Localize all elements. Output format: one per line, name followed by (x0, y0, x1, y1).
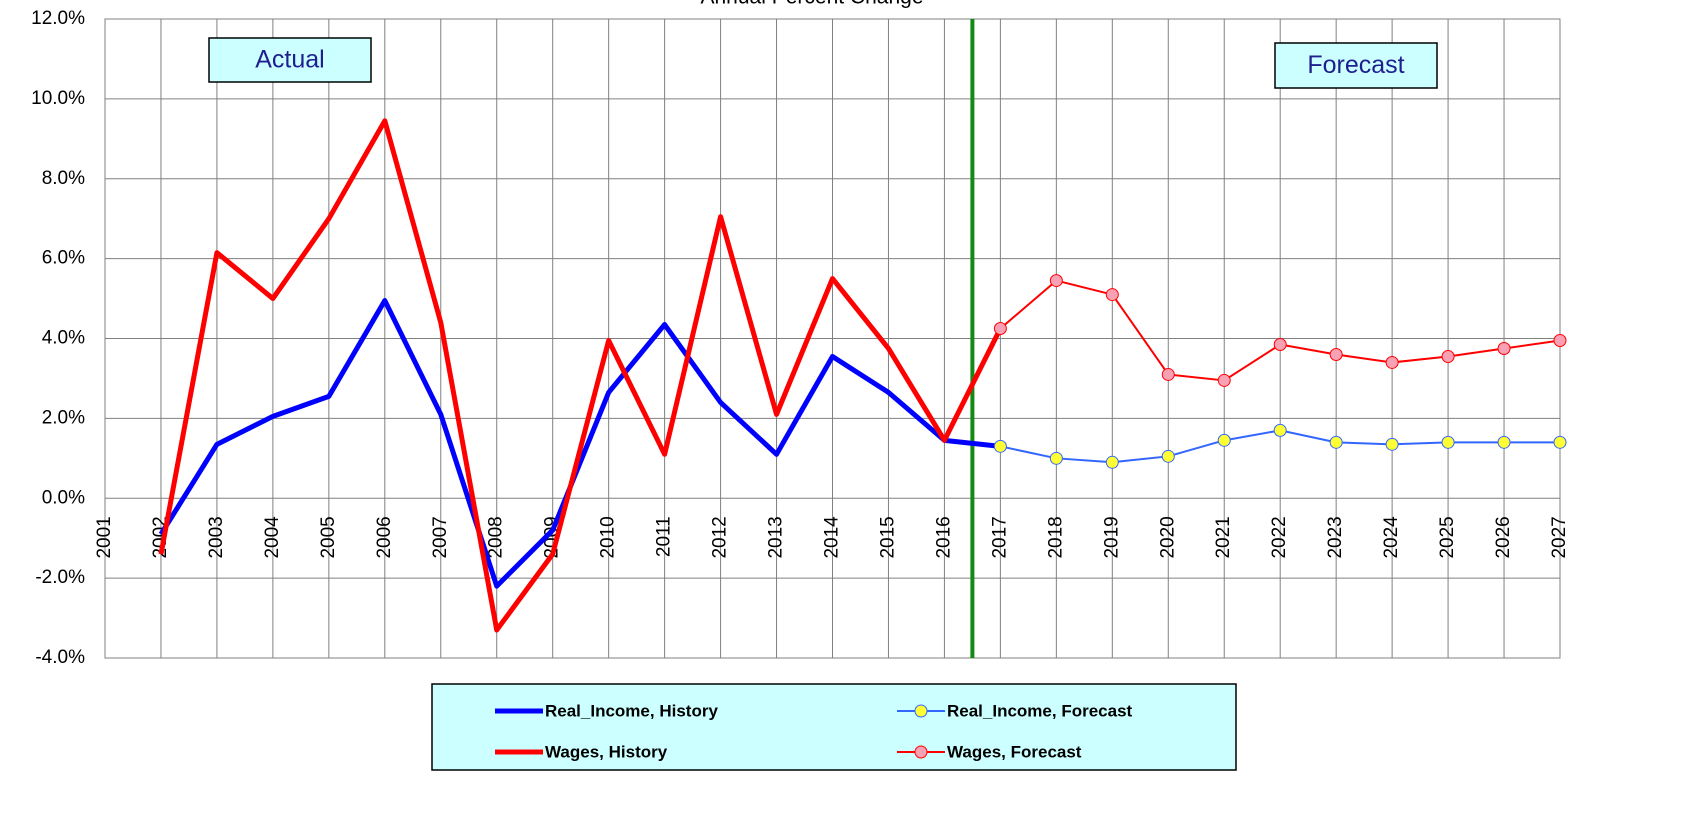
marker (1553, 435, 1567, 449)
legend-label: Real_Income, Forecast (947, 701, 1133, 720)
marker (1497, 435, 1511, 449)
y-tick-label: -4.0% (35, 647, 85, 668)
x-tick-label: 2024 (1381, 516, 1402, 559)
x-tick-label: 2025 (1437, 516, 1458, 558)
x-tick-label: 2022 (1269, 516, 1290, 558)
x-tick-label: 2019 (1101, 516, 1122, 558)
legend-marker (914, 745, 928, 759)
x-tick-label: 2003 (206, 516, 227, 558)
marker (1441, 435, 1455, 449)
x-tick-label: 2017 (989, 516, 1010, 558)
marker (1161, 367, 1175, 381)
marker (1049, 451, 1063, 465)
y-tick-label: 2.0% (42, 407, 85, 428)
x-tick-label: 2013 (766, 516, 787, 558)
marker (1217, 373, 1231, 387)
marker (993, 322, 1007, 336)
marker (1273, 337, 1287, 351)
marker (1105, 455, 1119, 469)
y-tick-label: 4.0% (42, 328, 85, 349)
x-tick-label: 2021 (1213, 516, 1234, 558)
y-tick-label: 10.0% (31, 88, 85, 109)
marker (1161, 449, 1175, 463)
x-tick-label: 2023 (1325, 516, 1346, 558)
series-line (158, 298, 1001, 589)
marker (1553, 333, 1567, 347)
marker (1441, 349, 1455, 363)
marker (1217, 433, 1231, 447)
x-tick-label: 2014 (822, 516, 843, 559)
legend-label: Real_Income, History (545, 701, 718, 720)
marker (1385, 437, 1399, 451)
x-tick-label: 2016 (933, 516, 954, 558)
x-tick-label: 2007 (430, 516, 451, 558)
annotation: Actual (255, 46, 324, 74)
x-tick-label: 2001 (94, 516, 115, 558)
y-tick-label: 0.0% (42, 487, 85, 508)
marker (1273, 423, 1287, 437)
x-tick-label: 2018 (1045, 516, 1066, 558)
annotation-box (208, 37, 372, 83)
marker (1497, 341, 1511, 355)
series-line (158, 118, 1003, 633)
legend-marker (914, 704, 928, 718)
marker (1049, 274, 1063, 288)
legend-label: Wages, Forecast (947, 742, 1082, 761)
x-tick-label: 2010 (598, 516, 619, 558)
x-tick-label: 2012 (710, 516, 731, 558)
y-tick-label: -2.0% (35, 567, 85, 588)
marker (1105, 288, 1119, 302)
x-tick-label: 2006 (374, 516, 395, 558)
x-tick-label: 2026 (1493, 516, 1514, 558)
marker (1385, 355, 1399, 369)
annotation-box (1274, 42, 1438, 89)
legend-box (431, 683, 1237, 771)
x-tick-label: 2004 (262, 516, 283, 559)
marker (1329, 347, 1343, 361)
x-tick-label: 2015 (877, 516, 898, 558)
x-tick-label: 2008 (486, 516, 507, 558)
x-tick-label: 2011 (654, 516, 675, 557)
marker (1329, 435, 1343, 449)
y-tick-label: 12.0% (31, 8, 85, 29)
x-tick-label: 2005 (318, 516, 339, 558)
x-tick-label: 2020 (1157, 516, 1178, 558)
legend-label: Wages, History (545, 742, 668, 761)
annotation: Forecast (1307, 51, 1404, 79)
x-tick-label: 2027 (1549, 516, 1570, 558)
marker (993, 439, 1007, 453)
y-tick-label: 6.0% (42, 248, 85, 269)
y-tick-label: 8.0% (42, 168, 85, 189)
chart-title: Annual Percent Change (701, 0, 924, 9)
